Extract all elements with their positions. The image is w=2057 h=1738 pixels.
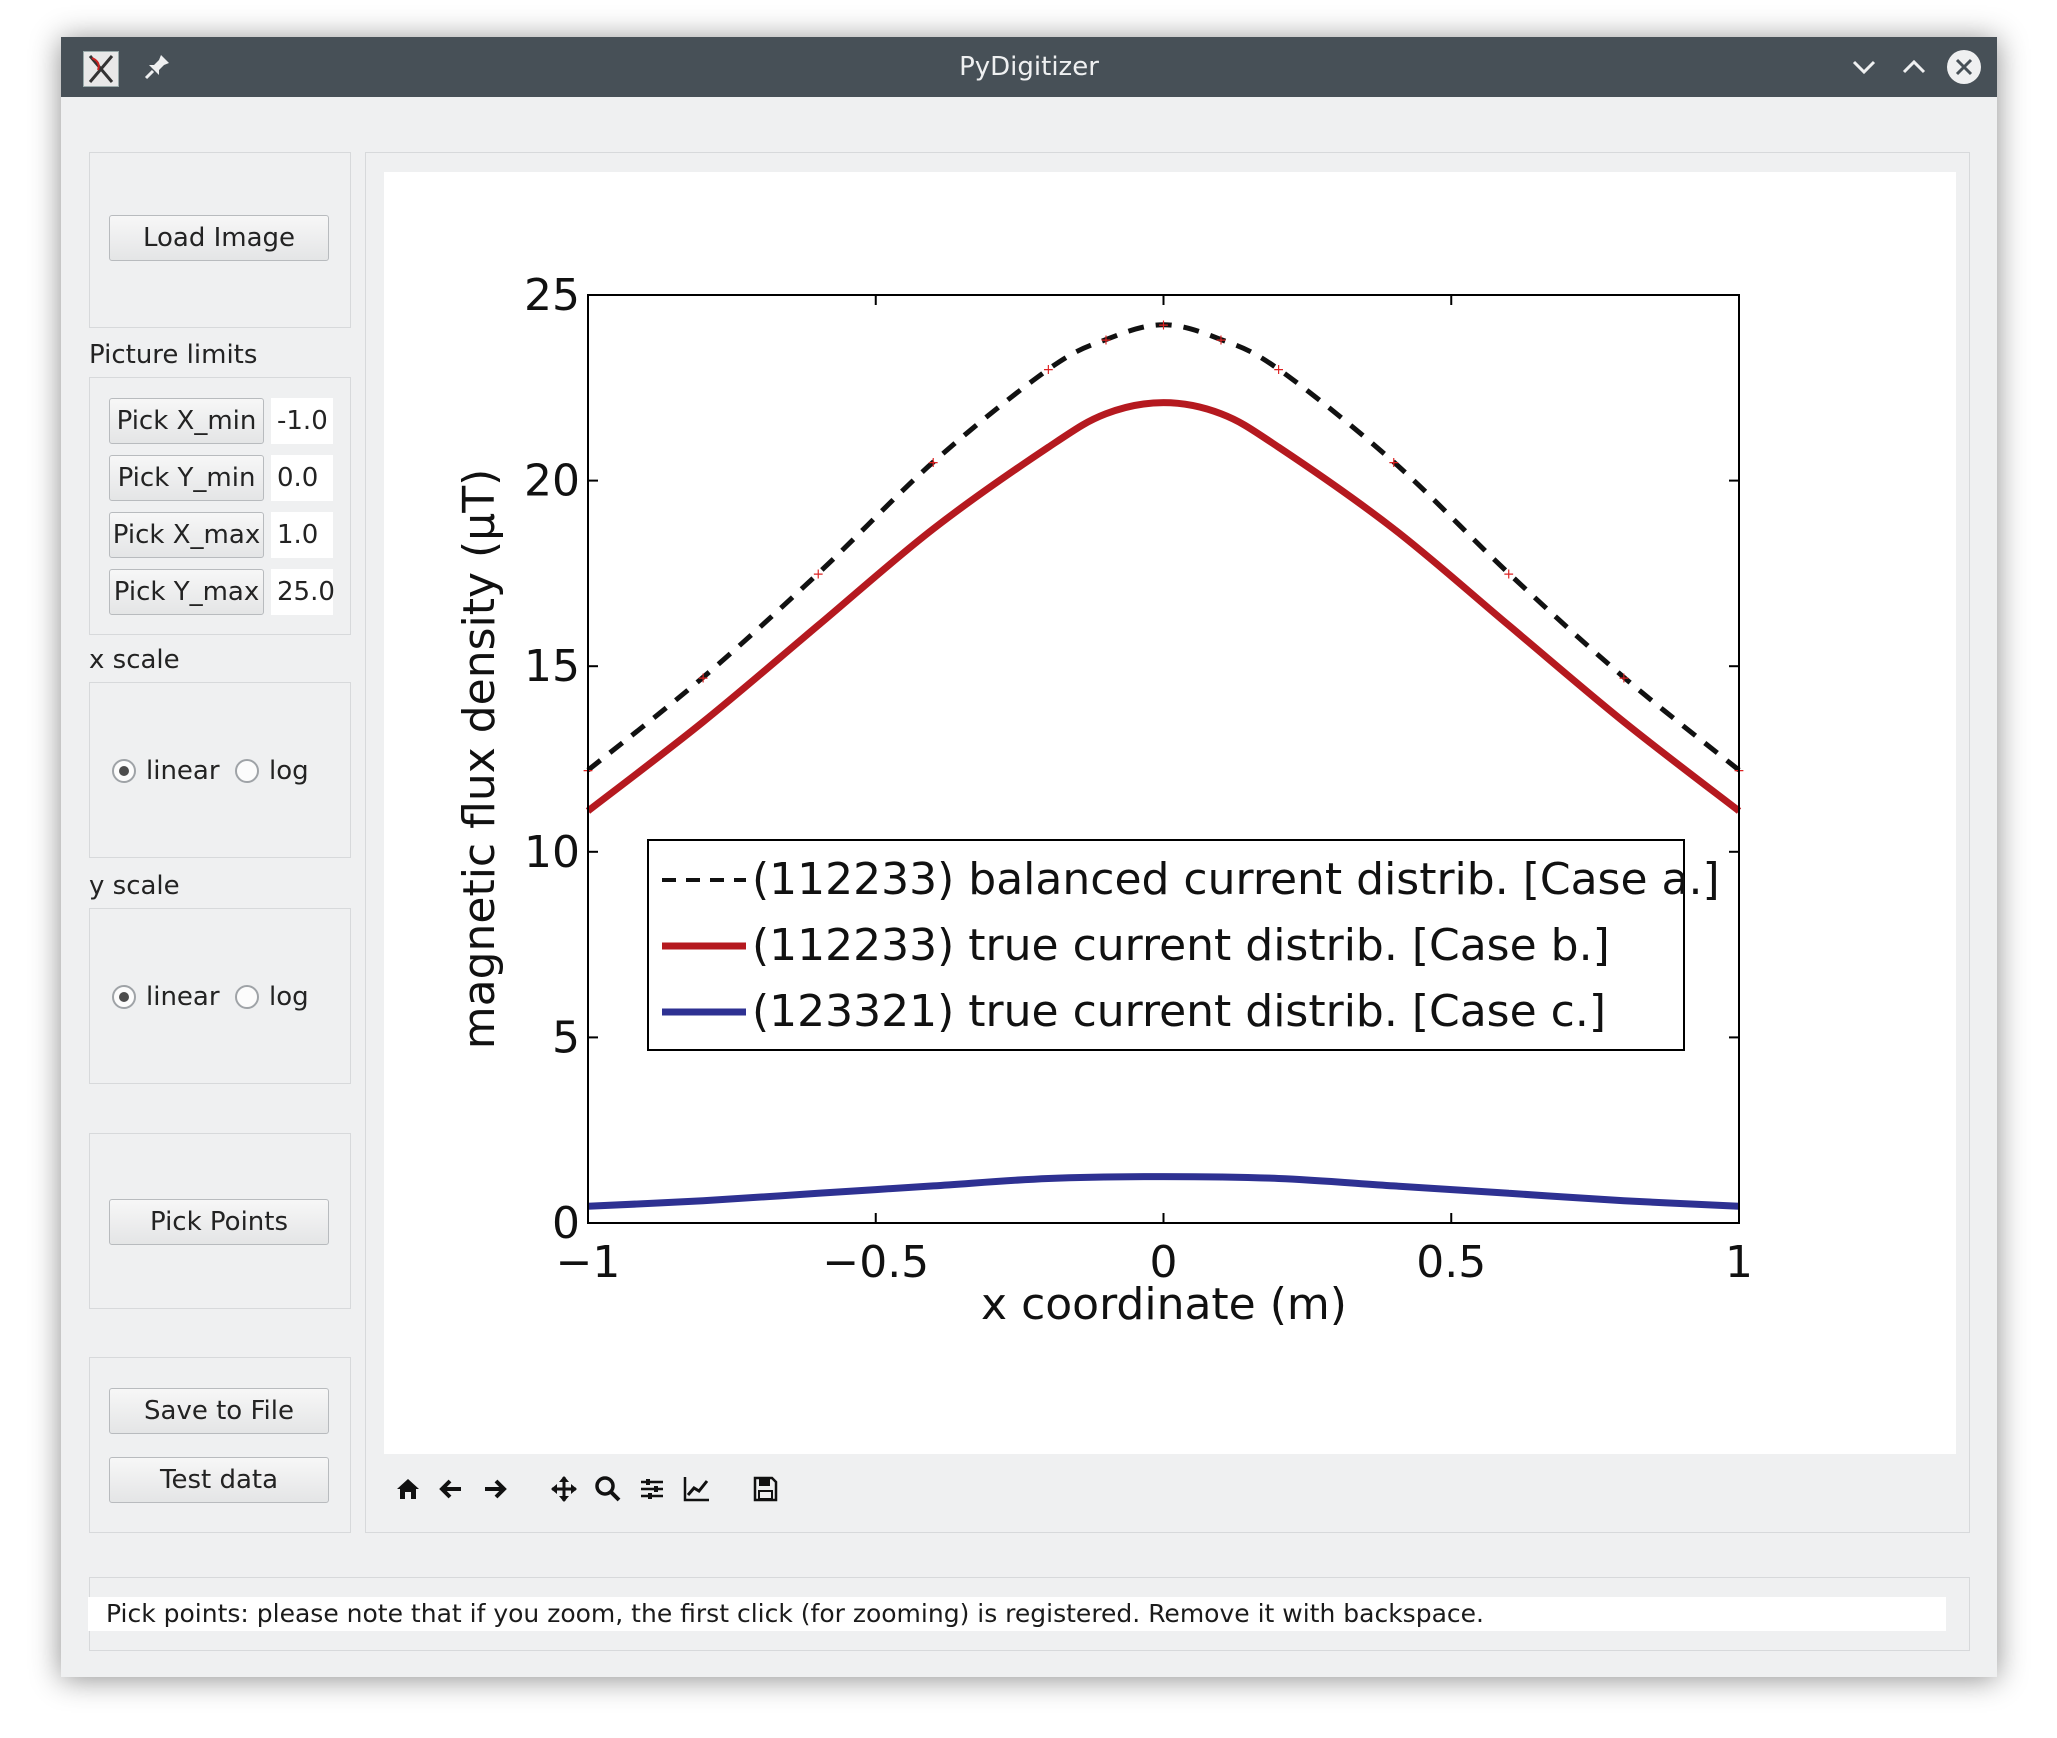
plot-frame — [587, 294, 1740, 1224]
pick-points-panel: Pick Points — [89, 1133, 351, 1309]
series-point-0-9: + — [1388, 455, 1400, 471]
series-point-0-8: + — [1273, 362, 1285, 378]
app-window: PyDigitizer Load Image Picture limits Pi… — [61, 37, 1997, 1677]
title-bar: PyDigitizer — [61, 37, 1997, 97]
legend-entry-b: (112233) true current distrib. [Case b.] — [752, 920, 1610, 971]
x-tick-label-1: −0.5 — [822, 1237, 929, 1288]
load-image-button[interactable]: Load Image — [109, 215, 329, 261]
load-image-panel: Load Image — [89, 152, 351, 328]
legend-entry-a: (112233) balanced current distrib. [Case… — [752, 854, 1720, 905]
series-point-0-2: + — [812, 566, 824, 582]
plot-canvas[interactable]: + + + + + + + + + + + + + −1 −0.5 0 0.5 1 0 5 10 15 20 25 x co… — [384, 172, 1956, 1454]
pin-icon[interactable] — [137, 47, 177, 87]
y-tick-label-3: 15 — [524, 641, 580, 692]
subplots-icon[interactable] — [636, 1473, 668, 1505]
pick-x-max-button[interactable]: Pick X_max — [109, 512, 264, 558]
x-scale-label: x scale — [89, 645, 180, 675]
series-line-2 — [587, 1173, 1740, 1210]
pick-points-button[interactable]: Pick Points — [109, 1199, 329, 1245]
y-linear-radio[interactable] — [112, 985, 136, 1009]
pick-x-min-button[interactable]: Pick X_min — [109, 398, 264, 444]
picture-limits-label: Picture limits — [89, 340, 258, 370]
x-max-field[interactable]: 1.0 — [271, 512, 333, 558]
pick-y-min-button[interactable]: Pick Y_min — [109, 455, 264, 501]
y-tick-label-4: 20 — [524, 456, 580, 507]
x-axis-label: x coordinate (m) — [981, 1279, 1347, 1330]
x-scale-panel: linear log — [89, 682, 351, 858]
maximize-button[interactable] — [1894, 47, 1934, 87]
series-point-0-4: + — [1043, 362, 1055, 378]
series-point-0-10: + — [1503, 566, 1515, 582]
x-linear-label[interactable]: linear — [146, 756, 220, 786]
pan-icon[interactable] — [548, 1473, 580, 1505]
save-icon[interactable] — [749, 1473, 781, 1505]
pick-y-max-button[interactable]: Pick Y_max — [109, 569, 264, 615]
forward-icon[interactable] — [479, 1473, 511, 1505]
window-title: PyDigitizer — [959, 52, 1099, 82]
save-panel: Save to File Test data — [89, 1357, 351, 1533]
x-tick-label-0: −1 — [556, 1237, 621, 1288]
x-log-label[interactable]: log — [269, 756, 309, 786]
customize-icon[interactable] — [681, 1473, 713, 1505]
series-line-1 — [585, 399, 1742, 814]
series-point-0-11: + — [1618, 670, 1630, 686]
series-point-0-7: + — [1215, 333, 1227, 349]
picture-limits-panel: Pick X_min -1.0 Pick Y_min 0.0 Pick X_ma… — [89, 377, 351, 635]
y-tick-label-0: 0 — [552, 1198, 580, 1249]
save-to-file-button[interactable]: Save to File — [109, 1388, 329, 1434]
series-point-0-3: + — [927, 455, 939, 471]
x-min-field[interactable]: -1.0 — [271, 398, 333, 444]
zoom-icon[interactable] — [592, 1473, 624, 1505]
legend: (112233) balanced current distrib. [Case… — [647, 839, 1720, 1051]
y-linear-label[interactable]: linear — [146, 982, 220, 1012]
y-log-radio[interactable] — [235, 985, 259, 1009]
legend-box — [647, 839, 1685, 1051]
minimize-button[interactable] — [1844, 47, 1884, 87]
legend-entry-c: (123321) true current distrib. [Case c.] — [752, 986, 1606, 1037]
series-point-0-5: + — [1100, 333, 1112, 349]
app-icon — [83, 51, 119, 87]
y-tick-label-2: 10 — [524, 827, 580, 878]
y-axis-label: magnetic flux density (µT) — [454, 469, 505, 1050]
series-line-0 — [586, 322, 1741, 773]
series-point-0-6: + — [1158, 318, 1170, 334]
y-max-field[interactable]: 25.0 — [271, 569, 335, 615]
y-tick-label-5: 25 — [524, 270, 580, 321]
test-data-button[interactable]: Test data — [109, 1457, 329, 1503]
x-linear-radio[interactable] — [112, 759, 136, 783]
x-tick-label-2: 0 — [1150, 1237, 1178, 1288]
x-log-radio[interactable] — [235, 759, 259, 783]
home-icon[interactable] — [392, 1473, 424, 1505]
y-min-field[interactable]: 0.0 — [271, 455, 333, 501]
y-scale-label: y scale — [89, 871, 180, 901]
close-button[interactable] — [1944, 47, 1984, 87]
status-message: Pick points: please note that if you zoo… — [88, 1597, 1946, 1631]
x-tick-label-4: 1 — [1725, 1237, 1753, 1288]
back-icon[interactable] — [435, 1473, 467, 1505]
y-tick-label-1: 5 — [552, 1012, 580, 1063]
y-scale-panel: linear log — [89, 908, 351, 1084]
x-tick-label-3: 0.5 — [1416, 1237, 1486, 1288]
series-point-0-1: + — [697, 670, 709, 686]
y-log-label[interactable]: log — [269, 982, 309, 1012]
